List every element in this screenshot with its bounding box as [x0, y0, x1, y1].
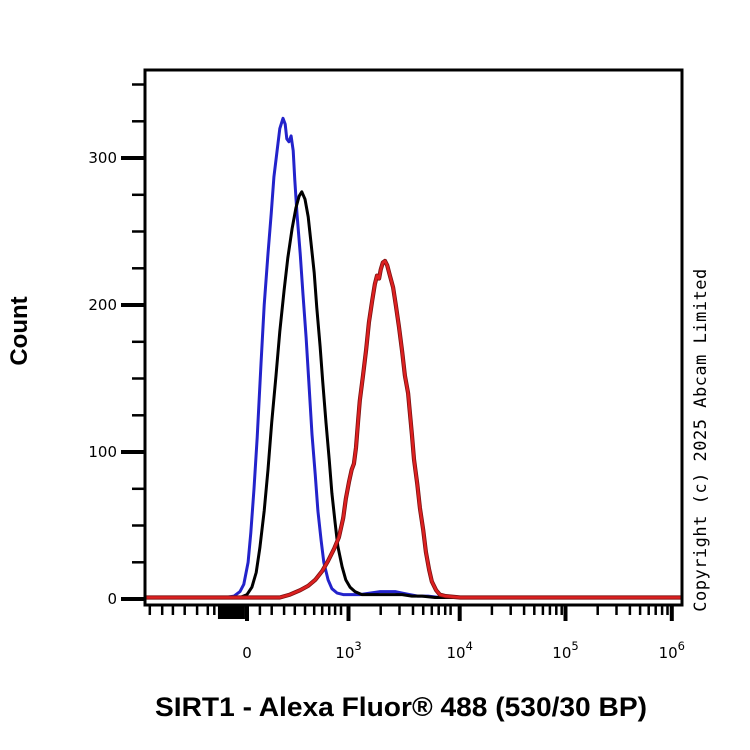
- blue-curve: [146, 116, 681, 599]
- plot-border: [143, 68, 684, 607]
- x-tick-label: 104: [446, 639, 472, 662]
- y-tick-label: 200: [88, 296, 117, 314]
- histogram-curves: [146, 116, 681, 600]
- y-tick-label: 300: [88, 149, 117, 167]
- red-curve: [146, 259, 681, 599]
- x-axis-ticks: [148, 606, 674, 621]
- x-tick-label: 103: [335, 639, 361, 662]
- x-axis-title: SIRT1 - Alexa Fluor® 488 (530/30 BP): [155, 692, 647, 722]
- x-tick-label: 105: [552, 639, 578, 662]
- y-axis-ticks: [121, 83, 145, 601]
- x-tick-label: 0: [242, 644, 252, 662]
- y-tick-label: 100: [88, 443, 117, 461]
- y-axis-title: Count: [6, 296, 33, 365]
- black-curve: [146, 190, 681, 599]
- x-axis-tick-labels: 0 103 104 105 106: [242, 639, 685, 662]
- copyright-text: Copyright (c) 2025 Abcam Limited: [691, 268, 711, 612]
- y-tick-label: 0: [107, 590, 117, 608]
- y-axis-tick-labels: 0 100 200 300: [88, 149, 117, 608]
- x-tick-label: 106: [659, 639, 685, 662]
- red-curve-underlay: [146, 258, 681, 600]
